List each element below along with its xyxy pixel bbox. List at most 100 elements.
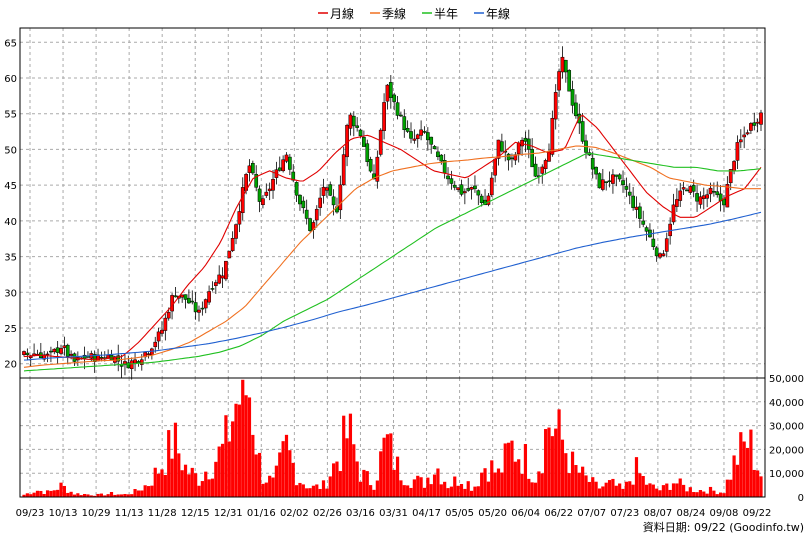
volume-bar — [29, 494, 33, 497]
volume-bar — [227, 441, 231, 497]
candle-down — [190, 300, 195, 303]
volume-bar — [392, 469, 396, 497]
volume-bar — [712, 490, 716, 497]
volume-bar — [486, 481, 491, 497]
volume-bar — [288, 450, 292, 497]
candle-up — [661, 253, 666, 256]
candle-up — [341, 154, 346, 185]
volume-bar — [247, 397, 252, 497]
volume-bar — [79, 495, 83, 497]
volume-bar — [581, 466, 585, 497]
volume-bar — [698, 490, 703, 497]
volume-bar — [456, 485, 460, 497]
volume-bar — [274, 465, 278, 497]
volume-bar — [439, 484, 443, 497]
candle-up — [463, 191, 467, 194]
date-tick-label: 07/07 — [577, 508, 606, 519]
volume-bar — [655, 488, 659, 497]
candle-down — [187, 297, 191, 304]
candle-down — [523, 137, 528, 142]
candle-down — [654, 247, 659, 257]
candle-down — [395, 102, 400, 116]
candle-down — [567, 70, 572, 92]
volume-bar — [204, 471, 208, 497]
candle-up — [197, 309, 201, 313]
volume-bar — [220, 443, 225, 497]
candle-up — [284, 154, 289, 162]
volume-bar — [537, 471, 541, 497]
volume-bar — [177, 453, 181, 497]
volume-bar — [385, 434, 390, 497]
volume-bar — [550, 436, 554, 497]
ma-line-2 — [23, 152, 762, 372]
date-tick-label: 03/31 — [379, 508, 408, 519]
moving-average-lines — [23, 114, 762, 372]
candle-down — [574, 102, 578, 117]
volume-bar — [244, 395, 248, 497]
volume-bar — [513, 461, 517, 497]
volume-bar — [301, 484, 305, 497]
volume-bar — [69, 491, 73, 497]
volume-bar — [567, 473, 571, 497]
volume-bar — [412, 479, 416, 497]
volume-bar — [453, 476, 457, 497]
volume-bar — [510, 440, 514, 497]
volume-bar — [163, 474, 167, 497]
volume-bar — [742, 441, 746, 497]
candle-up — [247, 165, 252, 173]
candle-up — [516, 142, 521, 155]
volume-bar — [194, 473, 198, 497]
candle-down — [715, 191, 720, 196]
date-tick-label: 10/13 — [49, 508, 78, 519]
volume-bar — [480, 472, 484, 497]
volume-bar — [294, 485, 299, 497]
volume-bar — [618, 483, 622, 497]
candle-up — [701, 195, 706, 200]
volume-bar — [395, 456, 400, 497]
volume-bar — [756, 470, 760, 497]
candle-up — [755, 121, 760, 124]
candle-down — [288, 156, 292, 170]
volume-bar — [99, 493, 104, 497]
volume-bar — [587, 481, 591, 497]
candle-up — [237, 211, 242, 225]
volume-bar — [597, 488, 602, 497]
candle-down — [621, 180, 625, 185]
volume-bar — [554, 428, 558, 497]
volume-bar — [315, 484, 319, 497]
volume-bar — [544, 429, 548, 497]
candle-up — [611, 174, 615, 184]
volume-frame — [19, 377, 766, 498]
candle-down — [277, 167, 282, 171]
candle-up — [469, 187, 474, 190]
volume-bar — [745, 447, 750, 497]
price-tick-label: 50 — [4, 145, 17, 156]
candle-down — [597, 173, 602, 189]
volume-bar — [298, 482, 302, 497]
volume-bar — [113, 494, 117, 497]
volume-bar — [681, 484, 686, 497]
volume-bar — [661, 485, 666, 497]
candle-down — [439, 154, 444, 162]
volume-bar — [624, 481, 628, 497]
candle-down — [452, 184, 457, 188]
volume-bar — [32, 492, 36, 497]
candle-up — [456, 187, 460, 190]
candle-up — [489, 177, 494, 196]
volume-bar — [325, 488, 329, 497]
candle-down — [183, 294, 188, 300]
volume-bar — [416, 475, 420, 497]
volume-bar — [577, 472, 581, 497]
candle-down — [526, 138, 531, 150]
volume-bar — [372, 489, 376, 497]
candle-up — [146, 353, 151, 355]
volume-bar — [648, 483, 652, 497]
price-tick-label: 35 — [4, 253, 17, 264]
date-tick-label: 04/17 — [412, 508, 441, 519]
volume-bar — [119, 494, 124, 497]
volume-bar — [66, 492, 70, 497]
candle-up — [261, 198, 265, 206]
volume-bar — [96, 493, 100, 497]
candle-up — [738, 139, 743, 143]
price-tick-label: 30 — [4, 288, 17, 299]
